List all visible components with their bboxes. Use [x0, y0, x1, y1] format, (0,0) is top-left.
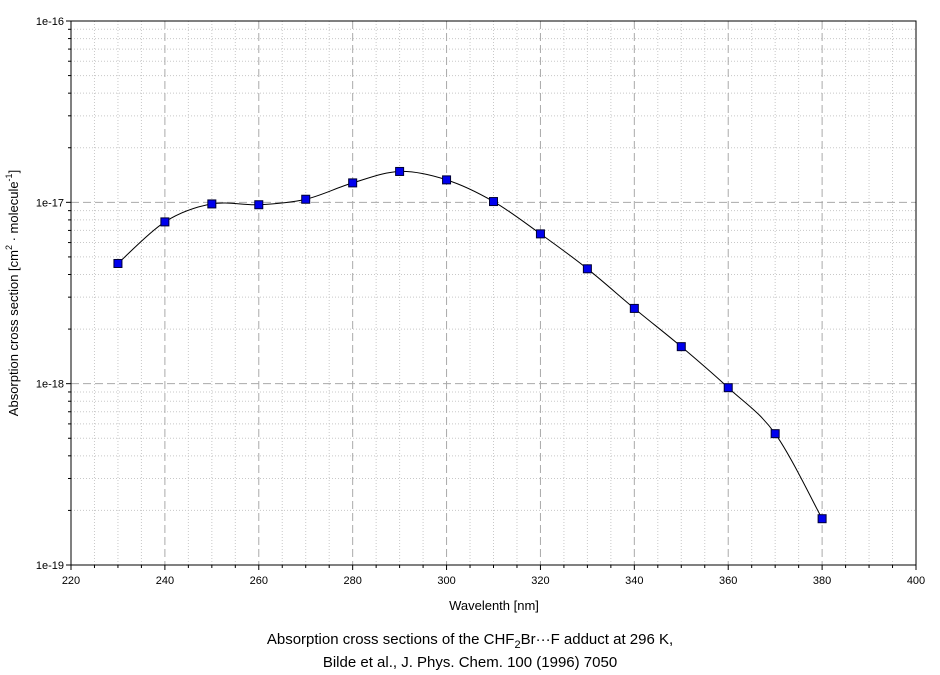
- minor-gridlines: [71, 21, 916, 565]
- x-tick-label: 400: [907, 575, 925, 587]
- x-tick-label: 260: [250, 575, 268, 587]
- y-axis-label: Absorption cross section [cm2 · molecule…: [4, 170, 21, 416]
- data-point: [582, 264, 592, 274]
- data-point: [160, 217, 170, 227]
- caption-line1-pre: Absorption cross sections of the CHF: [266, 631, 515, 648]
- caption-line1-post: Br···F adduct at 296 K,: [520, 631, 674, 648]
- data-point: [489, 197, 498, 207]
- data-point: [723, 383, 733, 393]
- x-tick-label: 220: [62, 575, 80, 587]
- y-tick-labels: 1e-19 1e-18 1e-17 1e-16: [36, 16, 64, 572]
- caption-line1-sub: 2: [514, 639, 521, 651]
- x-tick-label: 320: [531, 575, 549, 587]
- series-curve: [117, 170, 823, 519]
- data-point: [301, 194, 311, 204]
- x-tick-labels: 220 240 260 280 300 320 340 360 380 400: [62, 575, 925, 587]
- data-point: [207, 199, 217, 209]
- x-tick-label: 240: [156, 575, 174, 587]
- x-tick-label: 380: [813, 575, 831, 587]
- x-tick-label: 300: [437, 575, 455, 587]
- y-tick-label: 1e-17: [36, 197, 64, 209]
- data-point: [254, 200, 264, 210]
- y-tick-label: 1e-16: [36, 16, 64, 28]
- figure-caption-line1: Absorption cross sections of the CHF2Br·…: [0, 631, 940, 651]
- data-point: [676, 342, 686, 352]
- y-axis-label-post: ]: [6, 170, 21, 174]
- data-point: [442, 175, 452, 185]
- y-axis-label-mid: · molecule: [6, 181, 21, 245]
- x-tick-label: 280: [343, 575, 361, 587]
- data-point: [535, 229, 545, 239]
- data-point: [817, 514, 827, 524]
- data-point: [629, 303, 639, 313]
- data-point: [395, 166, 405, 176]
- figure-caption-line2: Bilde et al., J. Phys. Chem. 100 (1996) …: [322, 654, 618, 671]
- data-point: [113, 258, 123, 268]
- chart: 220 240 260 280 300 320 340 360 380 400 1e-191e-1…: [4, 16, 925, 613]
- x-tick-label: 340: [625, 575, 643, 587]
- data-points: [113, 166, 827, 524]
- x-axis-label: Wavelenth [nm]: [449, 598, 539, 613]
- data-point: [348, 178, 358, 188]
- axis-ticks: [66, 20, 917, 570]
- y-axis-label-sup2: -1: [4, 173, 14, 181]
- data-point: [770, 429, 780, 439]
- y-tick-label: 1e-19: [36, 560, 64, 572]
- y-tick-label: 1e-18: [36, 379, 64, 391]
- y-axis-label-sup1: 2: [4, 245, 14, 250]
- y-axis-label-pre: Absorption cross section [cm: [6, 250, 21, 416]
- x-tick-label: 360: [719, 575, 737, 587]
